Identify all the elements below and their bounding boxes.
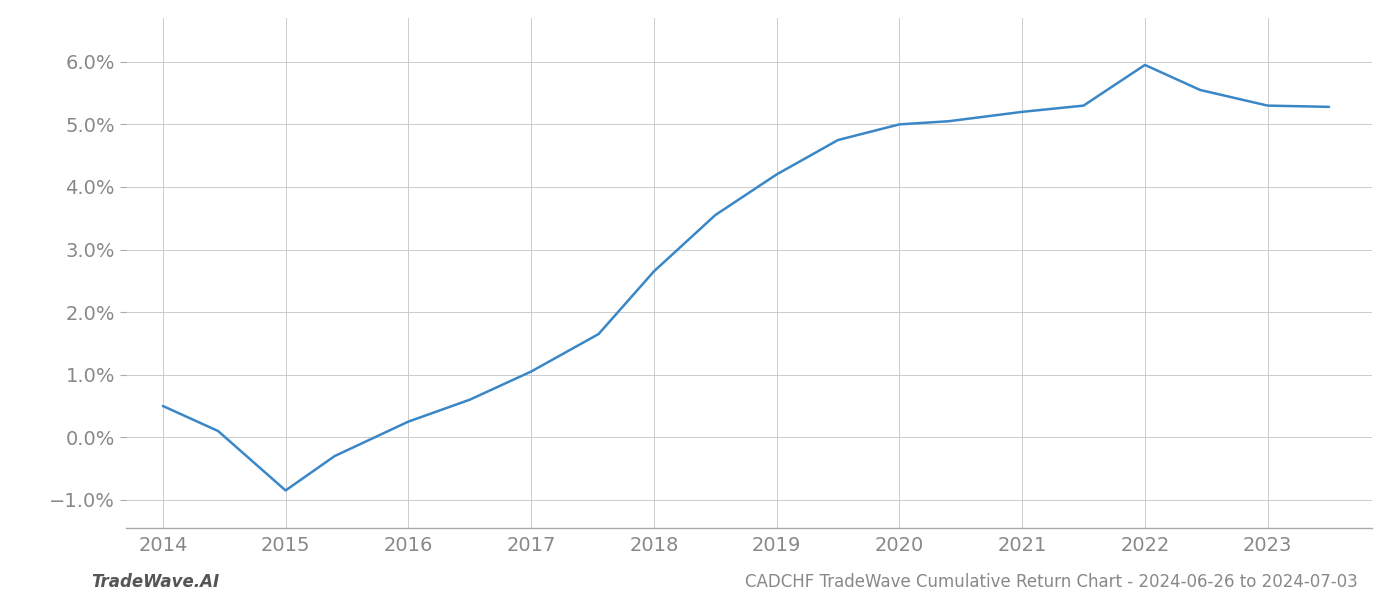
Text: CADCHF TradeWave Cumulative Return Chart - 2024-06-26 to 2024-07-03: CADCHF TradeWave Cumulative Return Chart… (745, 573, 1358, 591)
Text: TradeWave.AI: TradeWave.AI (91, 573, 220, 591)
